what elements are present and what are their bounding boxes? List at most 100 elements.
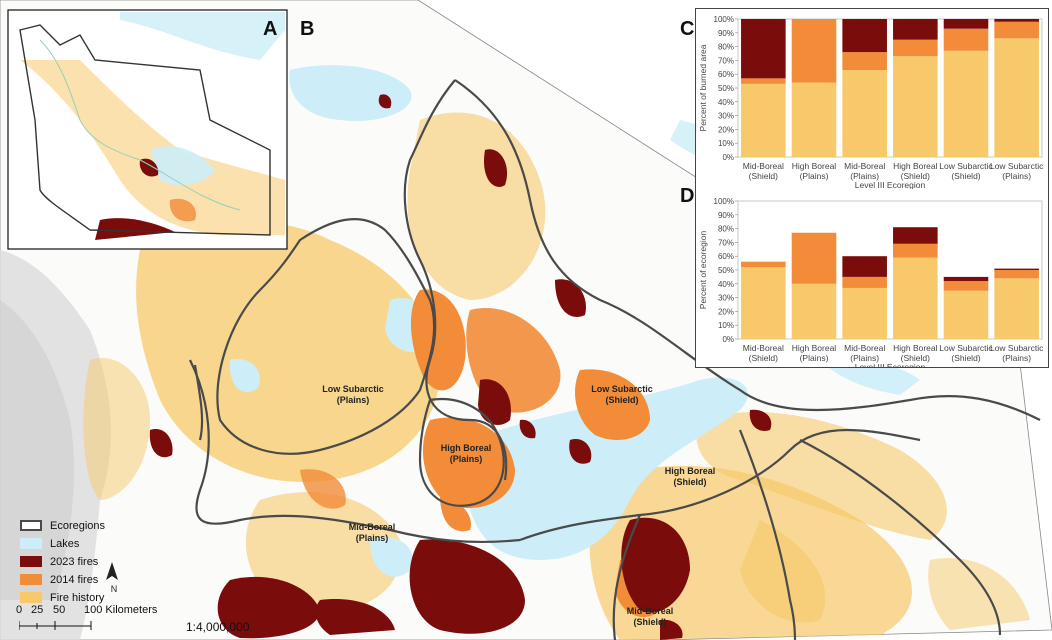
north-arrow-icon: N xyxy=(106,562,118,594)
bar-segment xyxy=(994,278,1039,339)
x-tick-label: High Boreal xyxy=(893,343,938,353)
label-high-boreal-plains: High Boreal xyxy=(441,443,492,453)
legend-swatch-ecoregions xyxy=(20,520,42,531)
x-tick-label: (Shield) xyxy=(901,353,930,363)
x-tick-label: High Boreal xyxy=(792,343,837,353)
y-tick-label: 90% xyxy=(718,29,734,38)
y-tick-label: 100% xyxy=(714,197,734,206)
legend-item-lakes: Lakes xyxy=(20,536,180,551)
bar-segment xyxy=(842,287,887,339)
bar-segment xyxy=(842,70,887,157)
bar-segment xyxy=(943,19,989,29)
bar-segment xyxy=(893,56,938,158)
bar-segment xyxy=(893,19,938,40)
panel-label-c: C xyxy=(680,18,695,40)
y-tick-label: 70% xyxy=(718,56,734,65)
bar-segment xyxy=(842,52,887,71)
legend-item-fire-history: Fire history xyxy=(20,590,180,605)
label-mid-boreal-plains: Mid-Boreal xyxy=(349,522,396,532)
x-tick-label: (Shield) xyxy=(901,171,930,181)
x-tick-label: (Shield) xyxy=(749,353,778,363)
label-high-boreal-shield-sub: (Shield) xyxy=(674,477,707,487)
x-tick-label: Low Subarctic xyxy=(990,343,1044,353)
x-tick-label: (Plains) xyxy=(1002,171,1031,181)
x-tick-label: (Plains) xyxy=(850,171,879,181)
bar-segment xyxy=(943,50,989,157)
x-tick-label: Low Subarctic xyxy=(939,161,993,171)
y-tick-label: 10% xyxy=(718,139,734,148)
bar-segment xyxy=(741,19,786,79)
label-low-subarctic-shield: Low Subarctic xyxy=(591,384,653,394)
bar-segment xyxy=(791,19,837,83)
bar-segment xyxy=(994,38,1039,157)
map-legend: Ecoregions Lakes 2023 fires 2014 fires F… xyxy=(20,518,180,608)
x-tick-label: High Boreal xyxy=(792,161,837,171)
x-tick-label: Mid-Boreal xyxy=(844,343,885,353)
y-tick-label: 0% xyxy=(722,153,734,162)
inset-map-a xyxy=(7,9,288,250)
plot-area xyxy=(737,200,1043,340)
panel-label-b: B xyxy=(300,18,315,40)
legend-item-ecoregions: Ecoregions xyxy=(20,518,180,533)
bar-segment xyxy=(994,19,1039,22)
svg-text:N: N xyxy=(111,584,118,594)
bar-segment xyxy=(791,283,837,339)
plot-area xyxy=(737,18,1043,158)
x-axis-label: Level III Ecoregion xyxy=(855,362,926,367)
ecoregion-labels: Low Subarctic (Plains) Low Subarctic (Sh… xyxy=(322,384,715,627)
scale-tick-label: 0 xyxy=(16,604,23,616)
label-low-subarctic-shield-sub: (Shield) xyxy=(606,395,639,405)
label-low-subarctic-plains-sub: (Plains) xyxy=(337,395,370,405)
label-mid-boreal-shield: Mid-Boreal xyxy=(627,606,674,616)
scale-tick-label: 100 Kilometers xyxy=(84,604,158,616)
x-tick-label: Mid-Boreal xyxy=(743,161,784,171)
bar-segment xyxy=(842,19,887,53)
legend-swatch-2023-fires xyxy=(20,556,42,567)
label-low-subarctic-plains: Low Subarctic xyxy=(322,384,384,394)
bar-segment xyxy=(994,270,1039,279)
legend-item-2023-fires: 2023 fires xyxy=(20,554,180,569)
scale-tick-label: 25 xyxy=(31,604,44,616)
bar-segment xyxy=(943,276,989,282)
legend-swatch-fire-history xyxy=(20,592,42,603)
bar-segment xyxy=(842,256,887,277)
panel-label-a: A xyxy=(263,18,278,40)
bar-segment xyxy=(741,267,786,339)
legend-label: 2023 fires xyxy=(50,555,99,568)
y-tick-label: 60% xyxy=(718,70,734,79)
bar-segment xyxy=(893,257,938,339)
scale-tick-label: 50 xyxy=(53,604,66,616)
scale-ratio: 1:4,000,000 xyxy=(186,620,250,634)
label-high-boreal-shield: High Boreal xyxy=(665,466,716,476)
y-tick-label: 50% xyxy=(718,84,734,93)
x-tick-label: Mid-Boreal xyxy=(844,161,885,171)
y-tick-label: 100% xyxy=(714,15,734,24)
chart-d-percent-of-ecoregion: 0% 10% 20% 30% 40% 50% 60% 70% 80% 90% 100% Mid-Bor… xyxy=(698,197,1044,367)
legend-swatch-2014-fires xyxy=(20,574,42,585)
y-tick-label: 20% xyxy=(718,307,734,316)
y-tick-label: 30% xyxy=(718,112,734,121)
bar-segment xyxy=(994,21,1039,39)
bar-segment xyxy=(741,83,786,157)
x-tick-label: (Plains) xyxy=(1002,353,1031,363)
fires-2023-layer xyxy=(149,94,772,640)
y-tick-label: 40% xyxy=(718,280,734,289)
y-tick-label: 80% xyxy=(718,43,734,52)
legend-label: 2014 fires xyxy=(50,573,99,586)
x-axis-label: Level III Ecoregion xyxy=(855,180,926,189)
bar-segment xyxy=(791,82,837,157)
y-axis-label: Percent of ecoregion xyxy=(698,231,708,310)
label-mid-boreal-plains-sub: (Plains) xyxy=(356,533,389,543)
x-tick-label: (Plains) xyxy=(800,171,829,181)
y-tick-label: 0% xyxy=(722,335,734,344)
legend-label: Lakes xyxy=(50,537,80,550)
x-tick-label: (Shield) xyxy=(749,171,778,181)
x-tick-label: High Boreal xyxy=(893,161,938,171)
bar-segment xyxy=(842,276,887,288)
x-tick-label: (Plains) xyxy=(800,353,829,363)
legend-label: Ecoregions xyxy=(50,519,106,532)
bar-segment xyxy=(791,232,837,284)
x-tick-label: (Shield) xyxy=(951,171,980,181)
y-tick-label: 10% xyxy=(718,321,734,330)
label-mid-boreal-shield-sub: (Shield) xyxy=(634,617,667,627)
